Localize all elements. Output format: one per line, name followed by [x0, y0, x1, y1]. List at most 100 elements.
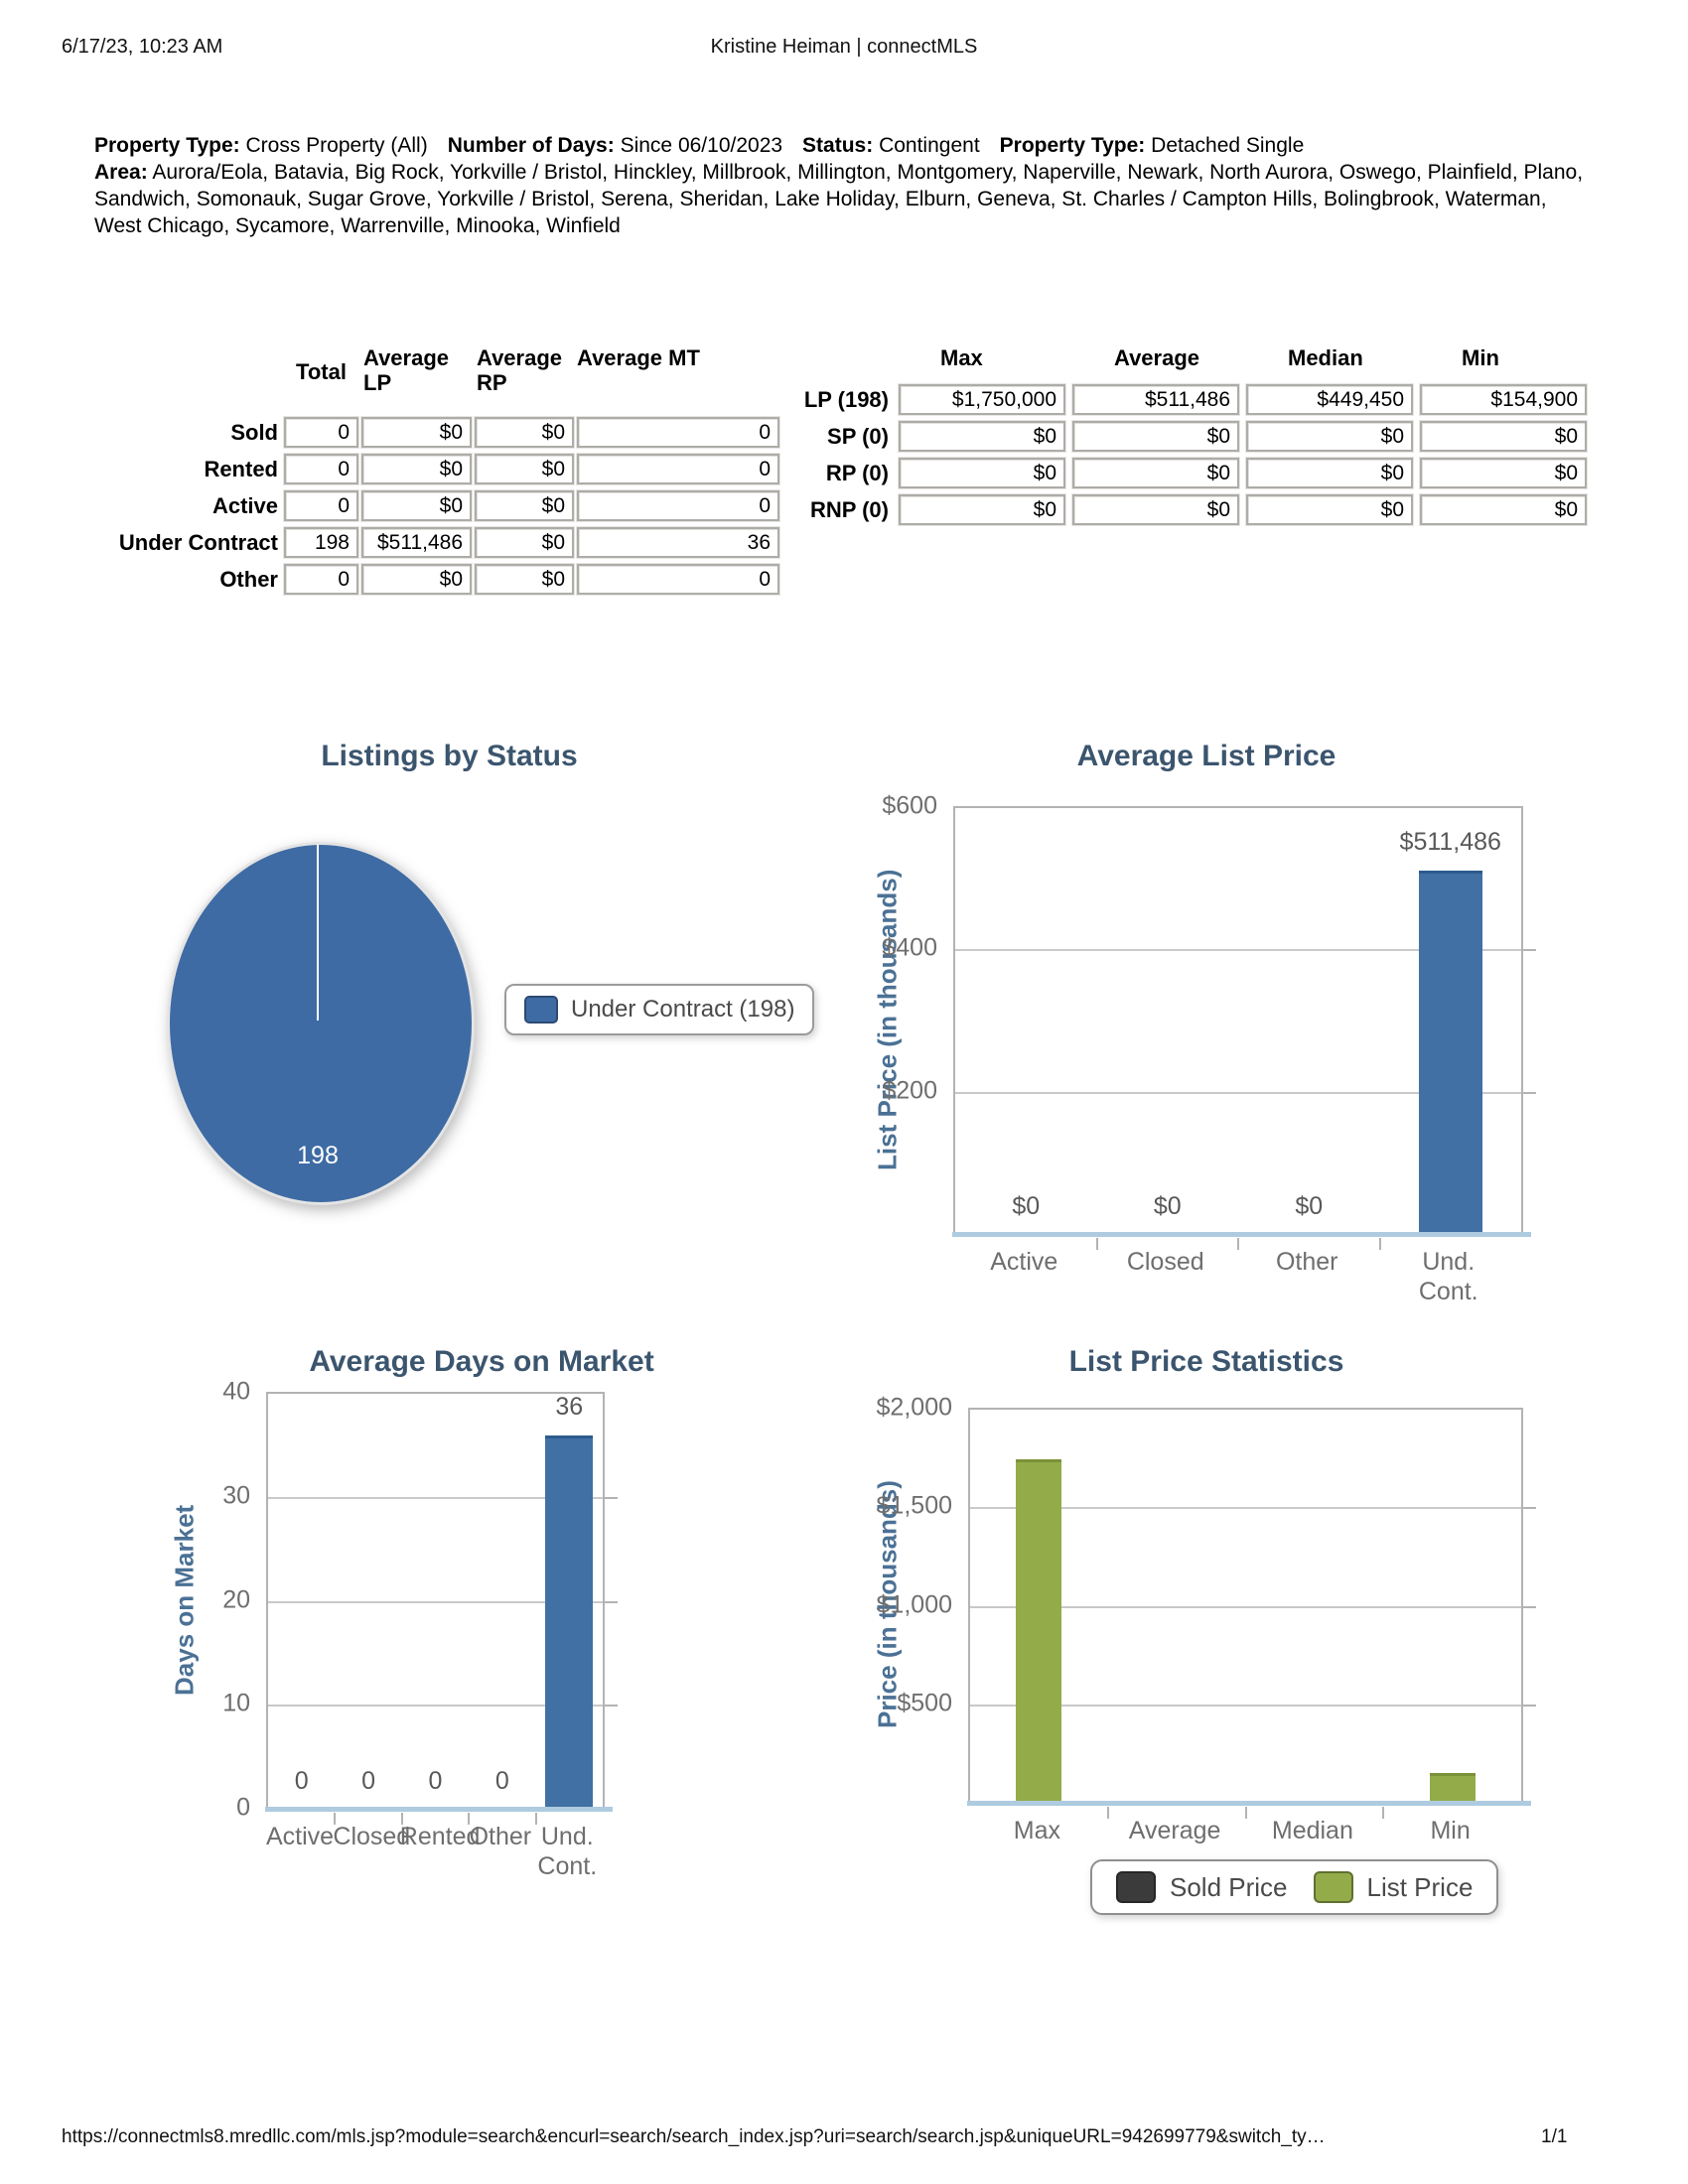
value-label: 36 [555, 1392, 584, 1421]
cell-value: 36 [747, 530, 771, 554]
criteria-property-type: Property Type: Cross Property (All) [94, 134, 428, 157]
cell-sold-total: 0 [284, 417, 358, 448]
cell-lp-min: $154,900 [1420, 384, 1587, 415]
gridline [268, 1600, 603, 1603]
cell-lp-average: $511,486 [1072, 384, 1239, 415]
legend-label-list-price: List Price [1366, 1871, 1474, 1902]
x-tick-label: Other [469, 1823, 532, 1850]
row-label-sold: Sold [230, 420, 278, 445]
cell-other-total: 0 [284, 564, 358, 595]
cell-value: $0 [1033, 461, 1056, 484]
cell-value: $0 [1554, 461, 1578, 484]
y-tick-label: 10 [222, 1689, 250, 1717]
criteria-value: Detached Single [1151, 134, 1305, 157]
chart-title: Listings by Status [321, 740, 578, 772]
right-tick [1521, 1091, 1536, 1094]
gridline [268, 1496, 603, 1499]
cell-sold-avg-lp: $0 [361, 417, 472, 448]
value-label: 0 [361, 1767, 376, 1795]
x-tick-label: Active [990, 1248, 1058, 1276]
cell-sp-average: $0 [1072, 421, 1239, 452]
column-header-median: Median [1288, 345, 1363, 370]
column-header-average: Average [1114, 345, 1200, 370]
y-tick-label: 40 [222, 1377, 250, 1406]
y-tick-label: $1,500 [876, 1491, 952, 1520]
pie-slice-under-contract [167, 842, 475, 1205]
cell-sold-avg-rp: $0 [475, 417, 574, 448]
y-tick-label: 20 [222, 1585, 250, 1613]
right-tick [1521, 1605, 1536, 1608]
cell-value: $0 [541, 567, 565, 591]
cell-active-avg-rp: $0 [475, 490, 574, 521]
value-label: 0 [294, 1767, 309, 1795]
cell-value: 0 [759, 493, 771, 517]
right-tick [603, 1496, 618, 1499]
plot-area [967, 1408, 1536, 1819]
row-label-other: Other [219, 567, 278, 592]
under-contract-swatch [524, 996, 558, 1024]
cell-rnp-max: $0 [899, 494, 1065, 525]
y-tick-label: $1,000 [876, 1590, 952, 1618]
average-list-price-chart: Average List Price List Price (in thousa… [864, 740, 1549, 1305]
cell-lp-median: $449,450 [1246, 384, 1413, 415]
x-tick-label: Max [1013, 1817, 1060, 1844]
pie-slice-edge [317, 845, 319, 1021]
bar-slot: 0 [469, 1394, 535, 1810]
cell-value: $0 [439, 567, 463, 591]
bottom-tick [1095, 1238, 1098, 1250]
x-axis-line [265, 1807, 613, 1812]
cell-value: $0 [541, 493, 565, 517]
bar-slot: $511,486 [1380, 808, 1522, 1235]
bottom-tick [1106, 1807, 1109, 1819]
right-tick [603, 1600, 618, 1603]
right-tick [1521, 949, 1536, 952]
bar-slot: $0 [1238, 808, 1380, 1235]
pie-legend: Under Contract (198) [504, 984, 815, 1035]
gridline [970, 1605, 1521, 1608]
bar-slot: $0 [1097, 808, 1239, 1235]
bottom-tick [1382, 1807, 1385, 1819]
x-axis-labels: Active Closed Rented Other Und. Cont. [266, 1822, 601, 1911]
criteria-status: Status: Contingent [802, 134, 980, 157]
search-criteria: Property Type: Cross Property (All) Numbe… [94, 132, 1589, 239]
y-axis-ticks: $2,000 $1,500 $1,000 $500 [864, 1394, 952, 1802]
value-label: 0 [494, 1767, 509, 1795]
cell-value: 0 [759, 567, 771, 591]
gridline [268, 1705, 603, 1707]
value-label: $0 [1153, 1192, 1182, 1220]
cell-value: 0 [338, 493, 350, 517]
bar-slot [970, 1410, 1108, 1804]
chart-title: List Price Statistics [1068, 1345, 1344, 1378]
criteria-value: Cross Property (All) [245, 134, 428, 157]
footer-url: https://connectmls8.mredllc.com/mls.jsp?… [62, 2126, 1326, 2147]
column-header-average-rp: Average RP [477, 345, 563, 395]
listings-by-status-chart: Listings by Status 198 Under Contract (1… [94, 740, 815, 1241]
bottom-tick [1237, 1238, 1239, 1250]
bottom-tick [400, 1813, 403, 1825]
cell-value: $154,900 [1490, 387, 1578, 411]
chart-title: Average List Price [1076, 740, 1336, 772]
plot-area: 0 0 0 0 36 [265, 1392, 618, 1825]
cell-value: $0 [1206, 424, 1230, 448]
bottom-tick [334, 1813, 337, 1825]
gridline [955, 1091, 1521, 1094]
y-axis-ticks: 40 30 20 10 0 [139, 1378, 250, 1822]
series-legend: Sold Price List Price [1090, 1859, 1499, 1915]
chart-title: Average Days on Market [309, 1345, 654, 1378]
cell-under-contract-avg-rp: $0 [475, 527, 574, 558]
cell-rnp-min: $0 [1420, 494, 1587, 525]
value-label: $511,486 [1399, 828, 1501, 857]
cell-value: $0 [541, 420, 565, 444]
cell-value: 0 [759, 457, 771, 480]
row-label-rented: Rented [204, 457, 278, 481]
y-tick-label: 30 [222, 1481, 250, 1510]
cell-value: 0 [338, 457, 350, 480]
bottom-tick [1244, 1807, 1247, 1819]
cell-value: $0 [1554, 497, 1578, 521]
cell-value: $0 [439, 457, 463, 480]
cell-value: $511,486 [376, 530, 463, 554]
criteria-value: Aurora/Eola, Batavia, Big Rock, Yorkvill… [94, 161, 1584, 237]
y-tick-label: $400 [882, 933, 937, 962]
